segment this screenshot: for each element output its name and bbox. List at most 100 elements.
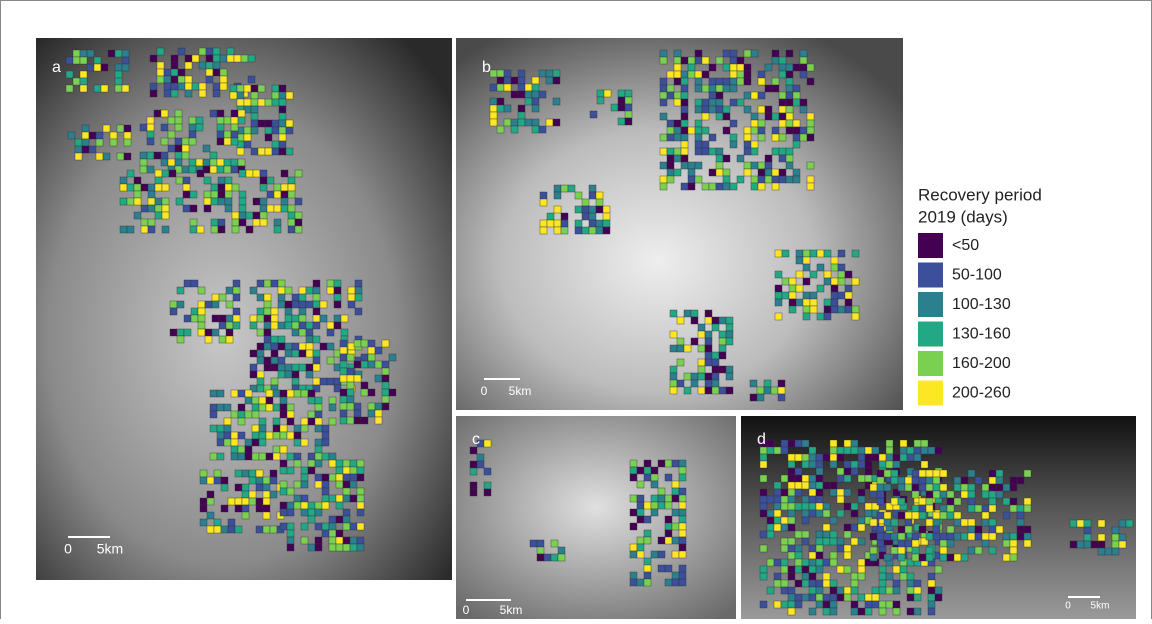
pixel	[184, 280, 191, 287]
pixel	[162, 184, 169, 191]
pixel	[765, 176, 772, 183]
pixel	[554, 206, 561, 213]
pixel	[271, 350, 278, 357]
pixel	[730, 78, 737, 85]
pixel	[737, 57, 744, 64]
pixel	[266, 432, 273, 439]
pixel	[758, 134, 765, 141]
pixel	[249, 491, 256, 498]
pixel	[257, 280, 264, 287]
pixel	[803, 264, 810, 271]
pixel	[914, 447, 921, 454]
pixel	[322, 453, 329, 460]
scale-label: 5km	[509, 384, 532, 398]
pixel	[618, 104, 625, 111]
pixel	[809, 489, 816, 496]
pixel	[800, 50, 807, 57]
pixel	[688, 183, 695, 190]
pixel	[313, 308, 320, 315]
pixel	[320, 343, 327, 350]
pixel	[263, 484, 270, 491]
pixel	[157, 48, 164, 55]
pixel	[691, 373, 698, 380]
pixel	[907, 447, 914, 454]
pixel	[844, 531, 851, 538]
pixel	[750, 380, 757, 387]
pixel	[758, 169, 765, 176]
pixel	[665, 565, 672, 572]
pixel	[975, 533, 982, 540]
pixel	[670, 373, 677, 380]
pixel	[89, 146, 96, 153]
pixel	[212, 301, 219, 308]
pixel	[695, 71, 702, 78]
pixel	[674, 148, 681, 155]
pixel	[884, 533, 891, 540]
pixel	[368, 389, 375, 396]
pixel	[354, 417, 361, 424]
pixel	[258, 99, 265, 106]
pixel	[196, 117, 203, 124]
pixel	[589, 213, 596, 220]
pixel	[695, 85, 702, 92]
pixel	[322, 495, 329, 502]
pixel	[823, 454, 830, 461]
scale-label: 0	[1065, 601, 1071, 612]
pixel	[301, 537, 308, 544]
pixel	[257, 308, 264, 315]
pixel	[196, 159, 203, 166]
figure: a05kmb05kmc05kmd05kmRecovery period2019 …	[0, 0, 1152, 619]
pixel	[660, 85, 667, 92]
pixel	[933, 512, 940, 519]
pixel	[596, 192, 603, 199]
pixel	[161, 124, 168, 131]
pixel	[921, 440, 928, 447]
pixel	[589, 220, 596, 227]
pixel	[775, 285, 782, 292]
pixel	[1112, 534, 1119, 541]
pixel	[327, 280, 334, 287]
pixel	[695, 99, 702, 106]
pixel	[327, 329, 334, 336]
pixel	[802, 482, 809, 489]
pixel	[101, 85, 108, 92]
pixel	[795, 552, 802, 559]
pixel	[497, 98, 504, 105]
pixel	[213, 83, 220, 90]
pixel	[940, 540, 947, 547]
pixel	[306, 336, 313, 343]
pixel	[250, 364, 257, 371]
pixel	[679, 516, 686, 523]
pixel	[259, 453, 266, 460]
pixel	[844, 587, 851, 594]
pixel	[921, 461, 928, 468]
pixel	[264, 294, 271, 301]
pixel	[288, 177, 295, 184]
pixel	[809, 552, 816, 559]
pixel	[674, 155, 681, 162]
pixel	[518, 84, 525, 91]
pixel	[767, 496, 774, 503]
pixel	[336, 481, 343, 488]
pixel	[103, 153, 110, 160]
pixel	[912, 477, 919, 484]
pixel	[781, 524, 788, 531]
pixel	[554, 185, 561, 192]
pixel	[767, 559, 774, 566]
pixel	[340, 347, 347, 354]
pixel	[611, 104, 618, 111]
pixel	[308, 453, 315, 460]
pixel	[845, 285, 852, 292]
pixel	[905, 512, 912, 519]
pixel	[764, 387, 771, 394]
pixel	[667, 127, 674, 134]
pixel	[470, 489, 477, 496]
pixel	[816, 545, 823, 552]
pixel	[322, 502, 329, 509]
pixel	[788, 489, 795, 496]
pixel	[884, 470, 891, 477]
pixel	[816, 510, 823, 517]
pixel	[210, 411, 217, 418]
pixel	[292, 315, 299, 322]
pixel	[809, 475, 816, 482]
